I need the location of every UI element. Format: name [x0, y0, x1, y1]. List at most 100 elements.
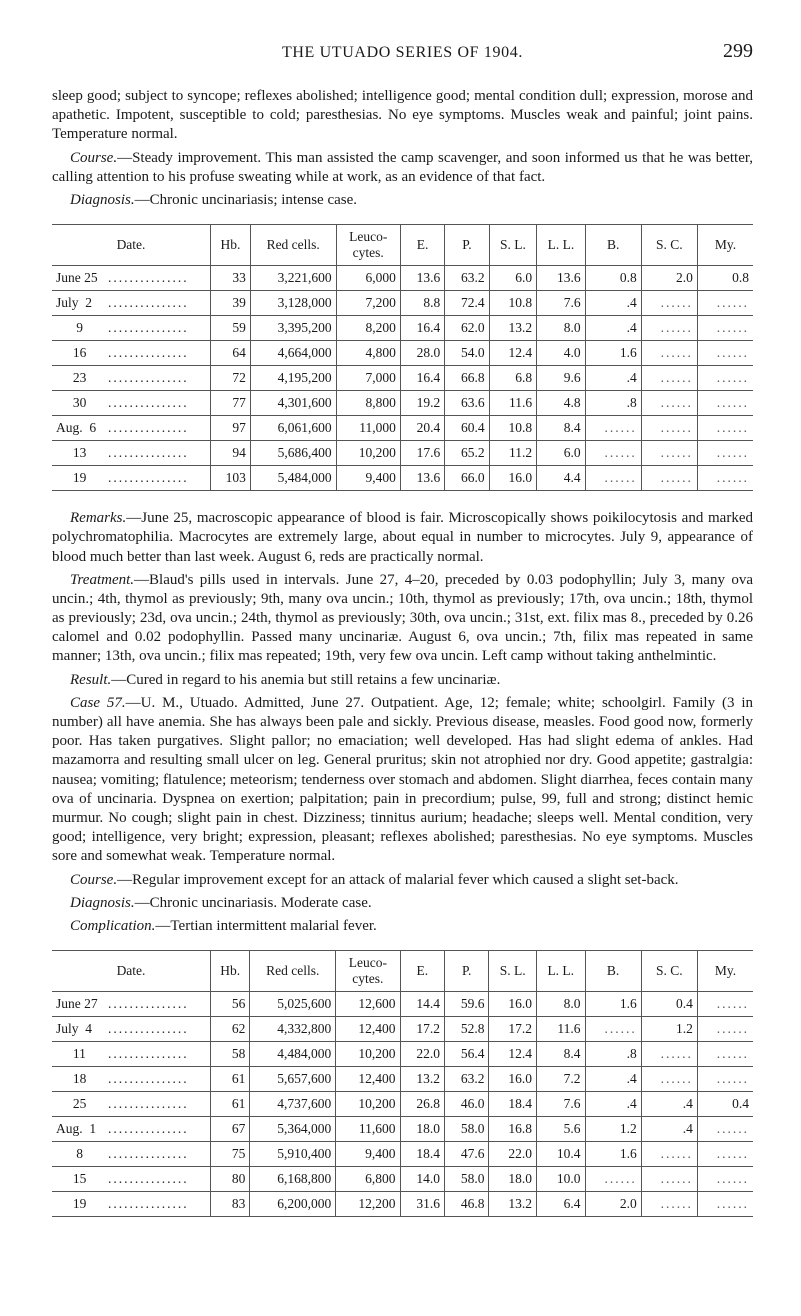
- data-cell: 28.0: [400, 341, 444, 366]
- column-header: Leuco-cytes.: [336, 225, 400, 266]
- date-cell: July 2............................: [52, 291, 211, 316]
- data-cell: 16.4: [400, 366, 444, 391]
- date-cell: 18............................: [52, 1067, 211, 1092]
- data-cell: 3,128,000: [250, 291, 336, 316]
- data-cell: 18.4: [400, 1142, 444, 1167]
- data-cell: 103: [211, 466, 251, 491]
- table-row: 18............................615,657,60…: [52, 1067, 753, 1092]
- data-cell: 65.2: [445, 441, 489, 466]
- table-row: 19............................836,200,00…: [52, 1192, 753, 1217]
- column-header: L. L.: [536, 951, 585, 992]
- running-head: THE UTUADO SERIES OF 1904. 299: [52, 40, 753, 63]
- date-cell: 9............................: [52, 316, 211, 341]
- table-row: 19............................1035,484,0…: [52, 466, 753, 491]
- data-cell: .4: [585, 316, 641, 341]
- data-cell: 58.0: [445, 1117, 489, 1142]
- complication-paragraph: Complication.—Tertian intermittent malar…: [52, 917, 753, 936]
- column-header: S. L.: [489, 951, 537, 992]
- data-cell: [697, 1142, 753, 1167]
- data-cell: 94: [211, 441, 251, 466]
- table1-head: Date.Hb.Red cells.Leuco-cytes.E.P.S. L.L…: [52, 225, 753, 266]
- data-cell: 6,200,000: [250, 1192, 336, 1217]
- data-cell: 46.8: [445, 1192, 489, 1217]
- data-cell: 62: [211, 1017, 250, 1042]
- data-cell: 8,200: [336, 316, 400, 341]
- data-cell: [697, 1192, 753, 1217]
- data-cell: 8.4: [537, 416, 585, 441]
- data-cell: 58.0: [445, 1167, 489, 1192]
- case57-paragraph: Case 57.—U. M., Utuado. Admitted, June 2…: [52, 694, 753, 867]
- data-cell: [697, 341, 753, 366]
- data-cell: .4: [585, 1092, 641, 1117]
- data-cell: 9,400: [336, 1142, 400, 1167]
- column-header: Red cells.: [250, 951, 336, 992]
- data-cell: 10,200: [336, 441, 400, 466]
- data-cell: 5.6: [536, 1117, 585, 1142]
- data-cell: [697, 316, 753, 341]
- course2-body: —Regular improvement except for an attac…: [117, 872, 678, 888]
- table-row: 9............................593,395,200…: [52, 316, 753, 341]
- blood-table-1: Date.Hb.Red cells.Leuco-cytes.E.P.S. L.L…: [52, 224, 753, 491]
- data-cell: 18.0: [489, 1167, 537, 1192]
- data-cell: [697, 992, 753, 1017]
- data-cell: 6,000: [336, 266, 400, 291]
- date-cell: 30............................: [52, 391, 211, 416]
- data-cell: 11,000: [336, 416, 400, 441]
- treatment-body: —Blaud's pills used in intervals. June 2…: [52, 572, 753, 665]
- data-cell: 59.6: [445, 992, 489, 1017]
- column-header: Hb.: [211, 951, 250, 992]
- diagnosis2-paragraph: Diagnosis.—Chronic uncinariasis. Moderat…: [52, 894, 753, 913]
- data-cell: 4.4: [537, 466, 585, 491]
- table-row: 25............................614,737,60…: [52, 1092, 753, 1117]
- data-cell: 7,200: [336, 291, 400, 316]
- running-head-title: THE UTUADO SERIES OF 1904.: [112, 44, 693, 62]
- data-cell: 26.8: [400, 1092, 444, 1117]
- column-header: B.: [585, 225, 641, 266]
- table-row: June 25............................333,2…: [52, 266, 753, 291]
- data-cell: [697, 1017, 753, 1042]
- data-cell: 12,200: [336, 1192, 400, 1217]
- remarks-label: Remarks.: [70, 510, 126, 526]
- remarks-paragraph: Remarks.—June 25, macroscopic appearance…: [52, 509, 753, 567]
- data-cell: 6.8: [489, 366, 536, 391]
- table-row: 30............................774,301,60…: [52, 391, 753, 416]
- page: THE UTUADO SERIES OF 1904. 299 sleep goo…: [0, 0, 801, 1283]
- data-cell: .4: [641, 1117, 697, 1142]
- data-cell: .4: [585, 1067, 641, 1092]
- treatment-paragraph: Treatment.—Blaud's pills used in interva…: [52, 571, 753, 667]
- data-cell: 22.0: [400, 1042, 444, 1067]
- data-cell: 39: [211, 291, 251, 316]
- table2-body: June 27............................565,0…: [52, 992, 753, 1217]
- column-header: P.: [445, 951, 489, 992]
- data-cell: 14.4: [400, 992, 444, 1017]
- data-cell: 6.0: [537, 441, 585, 466]
- data-cell: 5,657,600: [250, 1067, 336, 1092]
- column-header: Date.: [52, 951, 211, 992]
- data-cell: [697, 466, 753, 491]
- data-cell: 58: [211, 1042, 250, 1067]
- data-cell: [697, 391, 753, 416]
- data-cell: 54.0: [445, 341, 489, 366]
- column-header: My.: [697, 951, 753, 992]
- column-header: Date.: [52, 225, 211, 266]
- data-cell: [697, 366, 753, 391]
- data-cell: 72: [211, 366, 251, 391]
- data-cell: 16.4: [400, 316, 444, 341]
- table-row: 23............................724,195,20…: [52, 366, 753, 391]
- data-cell: 17.2: [400, 1017, 444, 1042]
- data-cell: 6,061,600: [250, 416, 336, 441]
- data-cell: .4: [585, 291, 641, 316]
- data-cell: 80: [211, 1167, 250, 1192]
- complication-body: —Tertian intermittent malarial fever.: [155, 918, 376, 934]
- data-cell: [641, 466, 697, 491]
- data-cell: 0.4: [641, 992, 697, 1017]
- data-cell: 8.0: [537, 316, 585, 341]
- column-header: Hb.: [211, 225, 251, 266]
- data-cell: 8.0: [536, 992, 585, 1017]
- data-cell: 4,737,600: [250, 1092, 336, 1117]
- course-label: Course.: [70, 150, 117, 166]
- data-cell: 12.4: [489, 1042, 537, 1067]
- data-cell: 72.4: [445, 291, 489, 316]
- date-cell: 23............................: [52, 366, 211, 391]
- data-cell: [697, 1042, 753, 1067]
